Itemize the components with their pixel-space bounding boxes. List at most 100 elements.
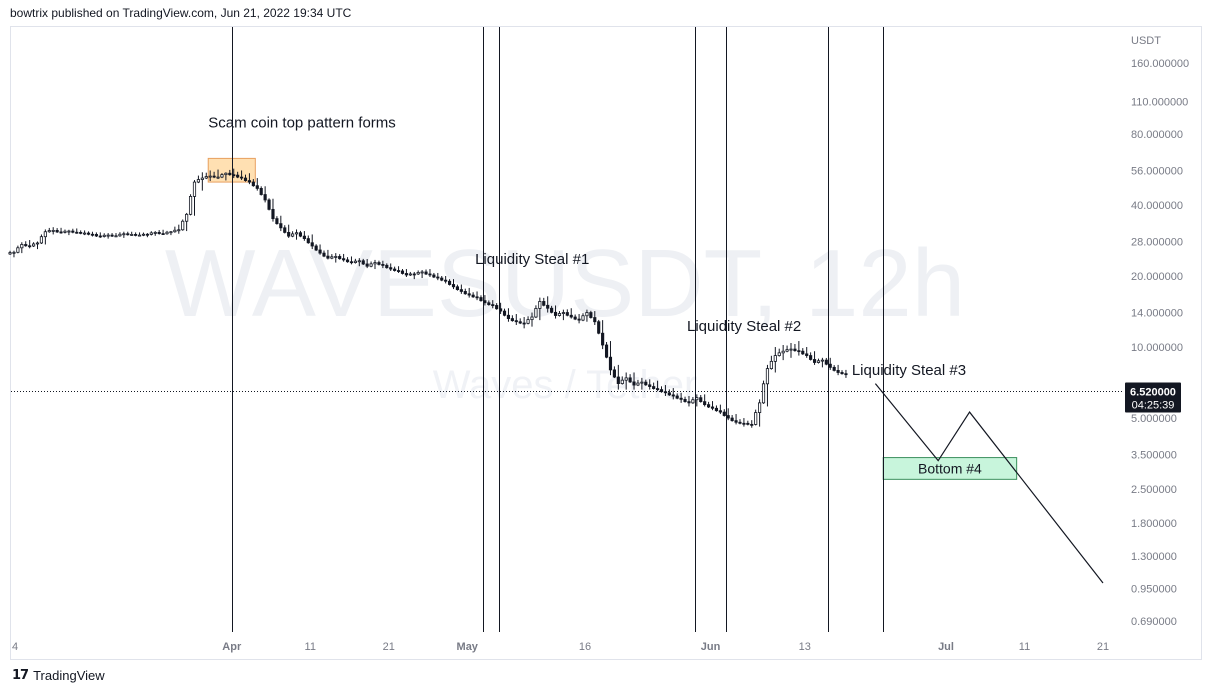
candle[interactable] xyxy=(447,279,452,286)
candle[interactable] xyxy=(781,344,785,361)
candle[interactable] xyxy=(161,229,165,235)
candle[interactable] xyxy=(196,175,200,184)
candle[interactable] xyxy=(118,232,122,237)
candle[interactable] xyxy=(35,241,40,250)
candle[interactable] xyxy=(616,364,620,390)
candle[interactable] xyxy=(451,279,456,290)
candle[interactable] xyxy=(471,292,475,298)
candle[interactable] xyxy=(177,224,181,234)
candle[interactable] xyxy=(746,420,750,426)
candle[interactable] xyxy=(416,270,420,275)
candle[interactable] xyxy=(396,266,401,273)
candle[interactable] xyxy=(789,343,793,358)
candle[interactable] xyxy=(750,420,754,428)
candle[interactable] xyxy=(75,228,79,234)
candle[interactable] xyxy=(710,401,715,411)
candle[interactable] xyxy=(338,254,342,260)
candle[interactable] xyxy=(636,379,640,387)
candle[interactable] xyxy=(247,173,252,185)
projection-path-line[interactable] xyxy=(874,383,1104,584)
candle[interactable] xyxy=(628,374,632,383)
candle[interactable] xyxy=(577,314,581,324)
candle[interactable] xyxy=(565,309,569,317)
candle[interactable] xyxy=(534,305,538,319)
candle[interactable] xyxy=(538,297,542,321)
candle[interactable] xyxy=(204,172,208,180)
candle[interactable] xyxy=(153,231,157,236)
candle[interactable] xyxy=(483,295,487,306)
candle[interactable] xyxy=(836,364,840,376)
candle[interactable] xyxy=(487,300,491,306)
candle[interactable] xyxy=(259,186,263,196)
candle[interactable] xyxy=(236,171,240,179)
candle[interactable] xyxy=(28,240,32,249)
candle[interactable] xyxy=(436,272,440,281)
candle[interactable] xyxy=(530,312,534,327)
candle[interactable] xyxy=(805,347,809,358)
candle[interactable] xyxy=(758,399,762,427)
candle[interactable] xyxy=(353,258,357,264)
candle[interactable] xyxy=(502,308,507,317)
candle[interactable] xyxy=(63,229,67,234)
tradingview-logo-icon[interactable]: 17 xyxy=(12,668,29,683)
candle[interactable] xyxy=(589,310,593,319)
candle[interactable] xyxy=(408,271,412,276)
candle[interactable] xyxy=(424,269,428,275)
candle[interactable] xyxy=(318,244,322,255)
candle[interactable] xyxy=(110,233,114,238)
candle[interactable] xyxy=(801,348,805,355)
candle[interactable] xyxy=(39,234,44,245)
candle[interactable] xyxy=(671,388,675,400)
candle[interactable] xyxy=(773,347,777,373)
top-pattern-zone[interactable] xyxy=(207,157,256,183)
candle[interactable] xyxy=(624,372,628,390)
candle[interactable] xyxy=(769,355,773,370)
candle[interactable] xyxy=(404,269,408,278)
candle[interactable] xyxy=(232,168,236,179)
candle[interactable] xyxy=(377,260,381,266)
candle[interactable] xyxy=(51,227,55,235)
candle[interactable] xyxy=(553,305,558,319)
candle[interactable] xyxy=(228,169,232,176)
candle[interactable] xyxy=(345,257,350,263)
candle[interactable] xyxy=(369,261,373,268)
candle[interactable] xyxy=(824,357,828,366)
candle[interactable] xyxy=(83,230,87,236)
candle[interactable] xyxy=(812,351,817,365)
candle[interactable] xyxy=(385,263,389,269)
candle[interactable] xyxy=(192,180,197,216)
candle[interactable] xyxy=(816,358,821,364)
candle[interactable] xyxy=(601,320,605,350)
candle[interactable] xyxy=(302,231,306,241)
candle[interactable] xyxy=(467,287,471,298)
candle[interactable] xyxy=(797,341,801,356)
candle[interactable] xyxy=(593,311,597,325)
candle[interactable] xyxy=(608,341,613,376)
candle[interactable] xyxy=(267,198,271,211)
candle[interactable] xyxy=(620,376,624,385)
candle[interactable] xyxy=(828,357,832,370)
candle[interactable] xyxy=(522,317,526,329)
candle[interactable] xyxy=(361,258,365,266)
candle[interactable] xyxy=(279,215,283,232)
candle[interactable] xyxy=(137,232,142,237)
candle[interactable] xyxy=(655,380,660,392)
candle[interactable] xyxy=(809,352,813,361)
candle[interactable] xyxy=(188,194,193,216)
candle[interactable] xyxy=(200,172,204,191)
candle[interactable] xyxy=(675,393,679,400)
candle[interactable] xyxy=(94,232,98,238)
candle[interactable] xyxy=(526,316,530,325)
candle[interactable] xyxy=(687,396,691,407)
candle[interactable] xyxy=(722,409,726,417)
candle[interactable] xyxy=(652,382,656,390)
candle[interactable] xyxy=(679,392,683,403)
candle[interactable] xyxy=(738,419,742,425)
candle[interactable] xyxy=(55,228,59,233)
candle[interactable] xyxy=(220,173,224,179)
candle[interactable] xyxy=(691,397,695,404)
candle[interactable] xyxy=(79,230,83,235)
candle[interactable] xyxy=(126,231,130,236)
candle[interactable] xyxy=(557,311,562,317)
